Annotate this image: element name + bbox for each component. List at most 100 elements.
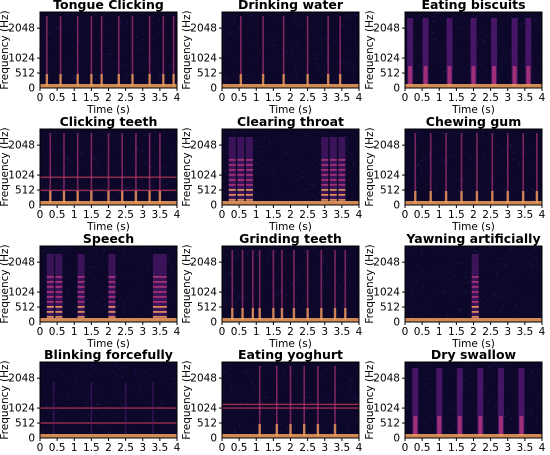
click-event <box>293 250 295 320</box>
harmonic-stripe <box>46 311 54 313</box>
noise-speckle <box>504 416 506 418</box>
noise-speckle <box>63 277 66 279</box>
harmonic-stripe <box>471 281 479 283</box>
noise-speckle <box>458 180 460 182</box>
noise-speckle <box>103 307 106 310</box>
noise-speckle <box>439 275 442 278</box>
noise-speckle <box>440 155 443 158</box>
noise-speckle <box>447 134 450 137</box>
x-tick-label: 0 <box>37 92 44 104</box>
noise-speckle <box>258 150 261 152</box>
noise-speckle <box>448 429 450 432</box>
noise-speckle <box>100 140 102 143</box>
noise-speckle <box>452 408 454 411</box>
noise-speckle <box>168 430 171 433</box>
noise-speckle <box>87 37 90 40</box>
click-event <box>303 366 305 436</box>
noise-speckle <box>127 174 130 176</box>
x-tick-label: 0.5 <box>414 92 431 104</box>
noise-speckle <box>93 13 96 16</box>
noise-speckle <box>143 162 146 164</box>
noise-speckle <box>342 304 345 307</box>
y-tick-label: 1024 <box>373 170 400 182</box>
noise-speckle <box>457 62 459 64</box>
noise-speckle <box>301 296 304 298</box>
noise-speckle <box>483 383 485 385</box>
noise-speckle <box>88 266 91 268</box>
noise-speckle <box>508 198 511 200</box>
noise-speckle <box>115 274 118 276</box>
x-axis-label: Time (s) <box>451 104 495 116</box>
noise-speckle <box>247 405 249 407</box>
x-tick-label: 4 <box>539 442 546 454</box>
click-event <box>339 16 341 86</box>
noise-speckle <box>463 68 466 71</box>
noise-speckle <box>292 261 294 264</box>
noise-speckle <box>138 59 140 62</box>
noise-speckle <box>224 170 227 172</box>
noise-speckle <box>133 370 135 372</box>
noise-speckle <box>509 146 512 148</box>
noise-speckle <box>259 50 261 53</box>
noise-speckle <box>47 369 50 371</box>
noise-speckle <box>167 47 170 50</box>
noise-speckle <box>314 279 317 281</box>
noise-speckle <box>72 174 74 176</box>
noise-speckle <box>444 426 446 428</box>
noise-speckle <box>351 193 353 196</box>
noise-speckle <box>150 166 152 169</box>
y-tick-label: 512 <box>197 68 217 80</box>
noise-speckle <box>348 16 351 18</box>
noise-speckle <box>528 263 530 265</box>
x-tick-label: 1 <box>253 326 260 338</box>
noise-speckle <box>155 151 158 153</box>
noise-speckle <box>54 142 57 144</box>
noise-speckle <box>40 294 42 297</box>
noise-speckle <box>145 401 148 403</box>
noise-speckle <box>128 292 130 294</box>
noise-speckle <box>473 250 476 252</box>
noise-speckle <box>269 260 271 262</box>
noise-speckle <box>322 287 325 289</box>
noise-speckle <box>88 414 90 416</box>
noise-speckle <box>166 256 168 259</box>
noise-speckle <box>352 77 355 80</box>
noise-speckle <box>520 23 522 25</box>
noise-speckle <box>291 394 293 397</box>
noise-speckle <box>440 55 443 57</box>
noise-speckle <box>73 55 76 57</box>
noise-speckle <box>426 377 429 380</box>
noise-speckle <box>131 160 134 163</box>
x-tick-label: 1 <box>71 209 78 221</box>
panel-title: Blinking forcefully <box>44 347 173 362</box>
noise-speckle <box>441 265 444 268</box>
noise-speckle <box>173 197 175 199</box>
noise-speckle <box>449 247 452 249</box>
noise-speckle <box>347 418 350 421</box>
noise-speckle <box>122 302 125 305</box>
click-event <box>445 133 447 203</box>
noise-speckle <box>317 288 319 291</box>
click-event <box>241 250 244 320</box>
noise-speckle <box>249 59 252 61</box>
noise-speckle <box>422 397 425 400</box>
noise-speckle <box>271 428 273 431</box>
x-tick-label: 2.5 <box>482 326 499 338</box>
click-energy <box>239 74 243 86</box>
noise-speckle <box>535 19 537 21</box>
noise-speckle <box>406 285 409 288</box>
noise-speckle <box>334 40 337 43</box>
harmonic-stripe <box>46 296 54 298</box>
noise-speckle <box>307 189 309 191</box>
noise-speckle <box>109 368 112 371</box>
harmonic-stripe <box>321 169 329 171</box>
noise-speckle <box>244 39 246 41</box>
noise-speckle <box>347 290 350 292</box>
noise-speckle <box>81 424 83 426</box>
noise-speckle <box>171 38 174 40</box>
noise-speckle <box>344 392 347 394</box>
x-tick-label: 0 <box>37 442 44 454</box>
noise-speckle <box>84 142 86 144</box>
noise-speckle <box>144 250 147 253</box>
noise-speckle <box>485 190 487 192</box>
